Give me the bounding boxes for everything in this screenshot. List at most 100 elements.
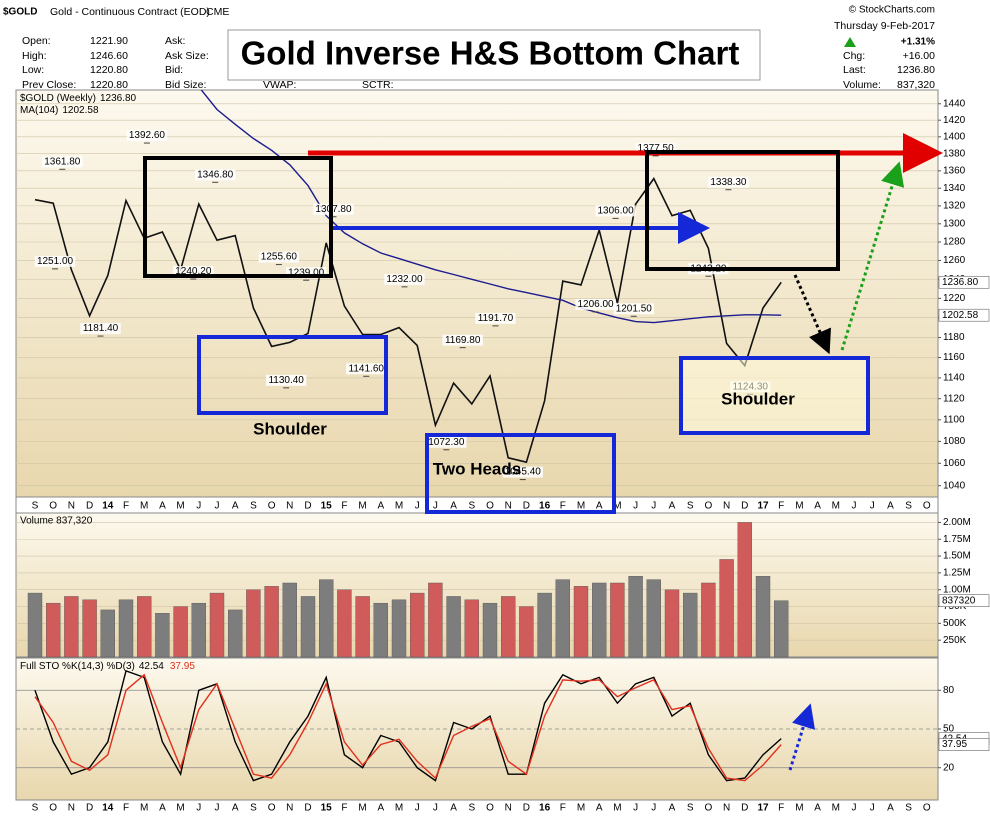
last-value-label: 1202.58 <box>942 310 979 321</box>
x-tick-label: D <box>523 803 530 814</box>
date: Thursday 9-Feb-2017 <box>834 20 935 32</box>
volume-bar <box>46 602 61 658</box>
volume-bar <box>319 579 334 658</box>
annotation-bg <box>42 156 83 168</box>
x-tick-label: S <box>32 803 39 814</box>
y-tick-label: 1340 <box>943 183 966 194</box>
volume-bar <box>191 602 207 658</box>
volume-bar <box>428 582 443 658</box>
field-value: 1220.80 <box>90 64 128 76</box>
x-tick-label: 16 <box>539 501 551 512</box>
annotation-label: 1181.40 <box>83 323 119 334</box>
x-tick-label: N <box>286 501 293 512</box>
annotation-label: 1130.40 <box>268 375 304 386</box>
field-label: Volume: <box>843 79 881 91</box>
title-box <box>227 29 761 81</box>
x-tick-label: F <box>778 501 784 512</box>
last-value-label: 1236.80 <box>942 277 979 288</box>
field-label: Bid Size: <box>165 79 206 91</box>
x-tick-label: M <box>395 501 403 512</box>
y-tick-label: 1100 <box>943 414 965 425</box>
x-tick-label: A <box>377 501 384 512</box>
description: Gold - Continuous Contract (EOD) <box>50 6 210 18</box>
x-tick-label: O <box>49 501 57 512</box>
x-tick-label: 16 <box>539 803 551 814</box>
volume-bar <box>136 596 152 658</box>
field-value: +16.00 <box>903 50 936 62</box>
x-tick-label: O <box>268 803 276 814</box>
volume-bar <box>737 522 752 658</box>
x-tick-label: J <box>870 501 875 512</box>
volume-bar <box>391 599 407 658</box>
volume-bar <box>719 559 734 658</box>
annotation-label: 1045.40 <box>505 467 542 478</box>
x-tick-label: A <box>159 501 166 512</box>
legend-entry: Full STO %K(14,3) %D(3) 42.54 37.95 <box>20 661 195 672</box>
volume-bar <box>264 586 279 658</box>
legend-entry: Volume 837,320 <box>20 516 93 527</box>
volume-bar <box>282 582 297 658</box>
field-label: SCTR: <box>362 79 394 91</box>
x-tick-label: M <box>176 501 184 512</box>
legend-entry: $GOLD (Weekly) 1236.80 <box>20 93 137 104</box>
credit: © StockCharts.com <box>849 5 935 16</box>
annotation-label: 1255.60 <box>261 252 298 263</box>
volume-bar <box>82 599 97 658</box>
y-tick-label: 1260 <box>943 255 966 266</box>
x-tick-label: J <box>852 501 857 512</box>
annotation-label: 1346.80 <box>197 169 234 180</box>
last-value-label: 37.95 <box>942 739 967 750</box>
x-tick-label: A <box>450 501 457 512</box>
y-tick-label: 80 <box>943 685 955 696</box>
volume-bar <box>464 599 479 658</box>
x-tick-label: F <box>341 803 347 814</box>
legend-value: 1236.80 <box>100 93 137 104</box>
x-tick-label: A <box>669 803 676 814</box>
annotation-bg <box>34 255 76 267</box>
x-tick-label: 15 <box>321 803 333 814</box>
x-tick-label: O <box>486 501 494 512</box>
y-tick-label: 1160 <box>943 352 965 363</box>
field-value: 837,320 <box>897 79 935 91</box>
x-tick-label: S <box>468 803 475 814</box>
volume-bar <box>355 596 370 658</box>
sto-panel <box>15 657 939 801</box>
x-tick-label: A <box>377 803 384 814</box>
x-tick-label: F <box>341 501 347 512</box>
field-label: Last: <box>843 64 866 76</box>
y-tick-label: 1380 <box>943 148 966 159</box>
x-tick-label: A <box>232 501 239 512</box>
x-tick-label: D <box>304 803 311 814</box>
x-tick-label: J <box>433 501 438 512</box>
x-tick-label: J <box>651 803 656 814</box>
annotation-bg <box>575 298 616 310</box>
volume-bar <box>537 592 552 658</box>
annotation-bg <box>613 303 654 315</box>
volume-bar <box>610 582 625 658</box>
volume-bar <box>246 589 261 658</box>
volume-bar <box>27 592 43 658</box>
legend-value: 42.54 <box>139 661 164 672</box>
x-tick-label: M <box>613 803 621 814</box>
box <box>645 150 840 271</box>
x-tick-label: S <box>32 501 39 512</box>
y-tick-label: 1400 <box>943 131 966 142</box>
annotation-bg <box>595 205 636 217</box>
x-tick-label: N <box>723 803 730 814</box>
field-label: Ask: <box>165 35 185 47</box>
volume-bar <box>209 592 225 658</box>
x-tick-label: A <box>596 501 603 512</box>
x-tick-label: O <box>923 803 931 814</box>
annotation-bg <box>442 334 483 346</box>
x-tick-label: J <box>633 803 638 814</box>
series-group <box>34 90 782 464</box>
x-tick-label: J <box>215 803 220 814</box>
x-tick-label: F <box>778 803 784 814</box>
x-tick-label: D <box>741 803 748 814</box>
x-tick-label: J <box>852 803 857 814</box>
annotation-bg <box>708 176 749 188</box>
y-tick-label: 1.75M <box>943 534 971 545</box>
annotation-label: 1361.80 <box>44 156 81 167</box>
x-tick-label: N <box>505 501 512 512</box>
y-tick-label: 1360 <box>943 165 966 176</box>
